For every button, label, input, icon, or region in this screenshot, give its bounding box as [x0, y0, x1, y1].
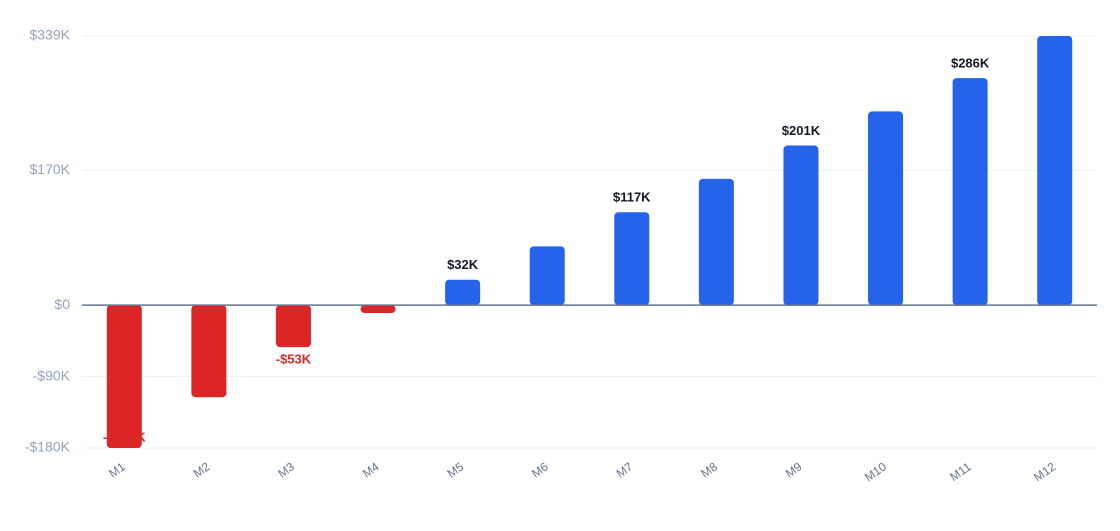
x-tick-label: M12 [1031, 459, 1058, 484]
bar [191, 305, 227, 398]
value-label: $117K [613, 190, 651, 205]
bar [106, 305, 142, 448]
y-tick-label: $170K [30, 161, 71, 177]
bar [614, 212, 650, 306]
value-label: -$180K [103, 429, 146, 444]
bar [445, 279, 481, 306]
y-tick-label: $339K [30, 27, 71, 43]
x-tick-label: M11 [947, 459, 974, 484]
y-tick-label: -$90K [33, 367, 71, 383]
y-tick-label: $0 [54, 296, 70, 312]
value-label: -$53K [276, 352, 312, 367]
value-label: $32K [447, 257, 479, 272]
bar [360, 305, 396, 314]
y-tick-label: -$180K [25, 439, 71, 455]
bar [275, 305, 311, 348]
bar [868, 111, 904, 306]
bar [698, 178, 734, 306]
x-tick-label: M6 [529, 459, 551, 480]
x-tick-label: M8 [698, 459, 720, 480]
bar [1037, 36, 1073, 306]
x-tick-label: M3 [275, 459, 297, 480]
x-tick-label: M2 [191, 459, 213, 480]
value-label: $286K [951, 56, 990, 71]
x-tick-label: M1 [106, 459, 128, 480]
x-tick-label: M7 [614, 459, 636, 480]
value-label: $201K [782, 123, 821, 138]
bar [529, 246, 565, 306]
x-tick-label: M10 [862, 459, 889, 484]
x-tick-label: M4 [360, 459, 382, 480]
bar [952, 78, 988, 306]
bar [783, 145, 819, 306]
x-tick-label: M9 [783, 459, 805, 480]
x-tick-label: M5 [444, 459, 466, 480]
